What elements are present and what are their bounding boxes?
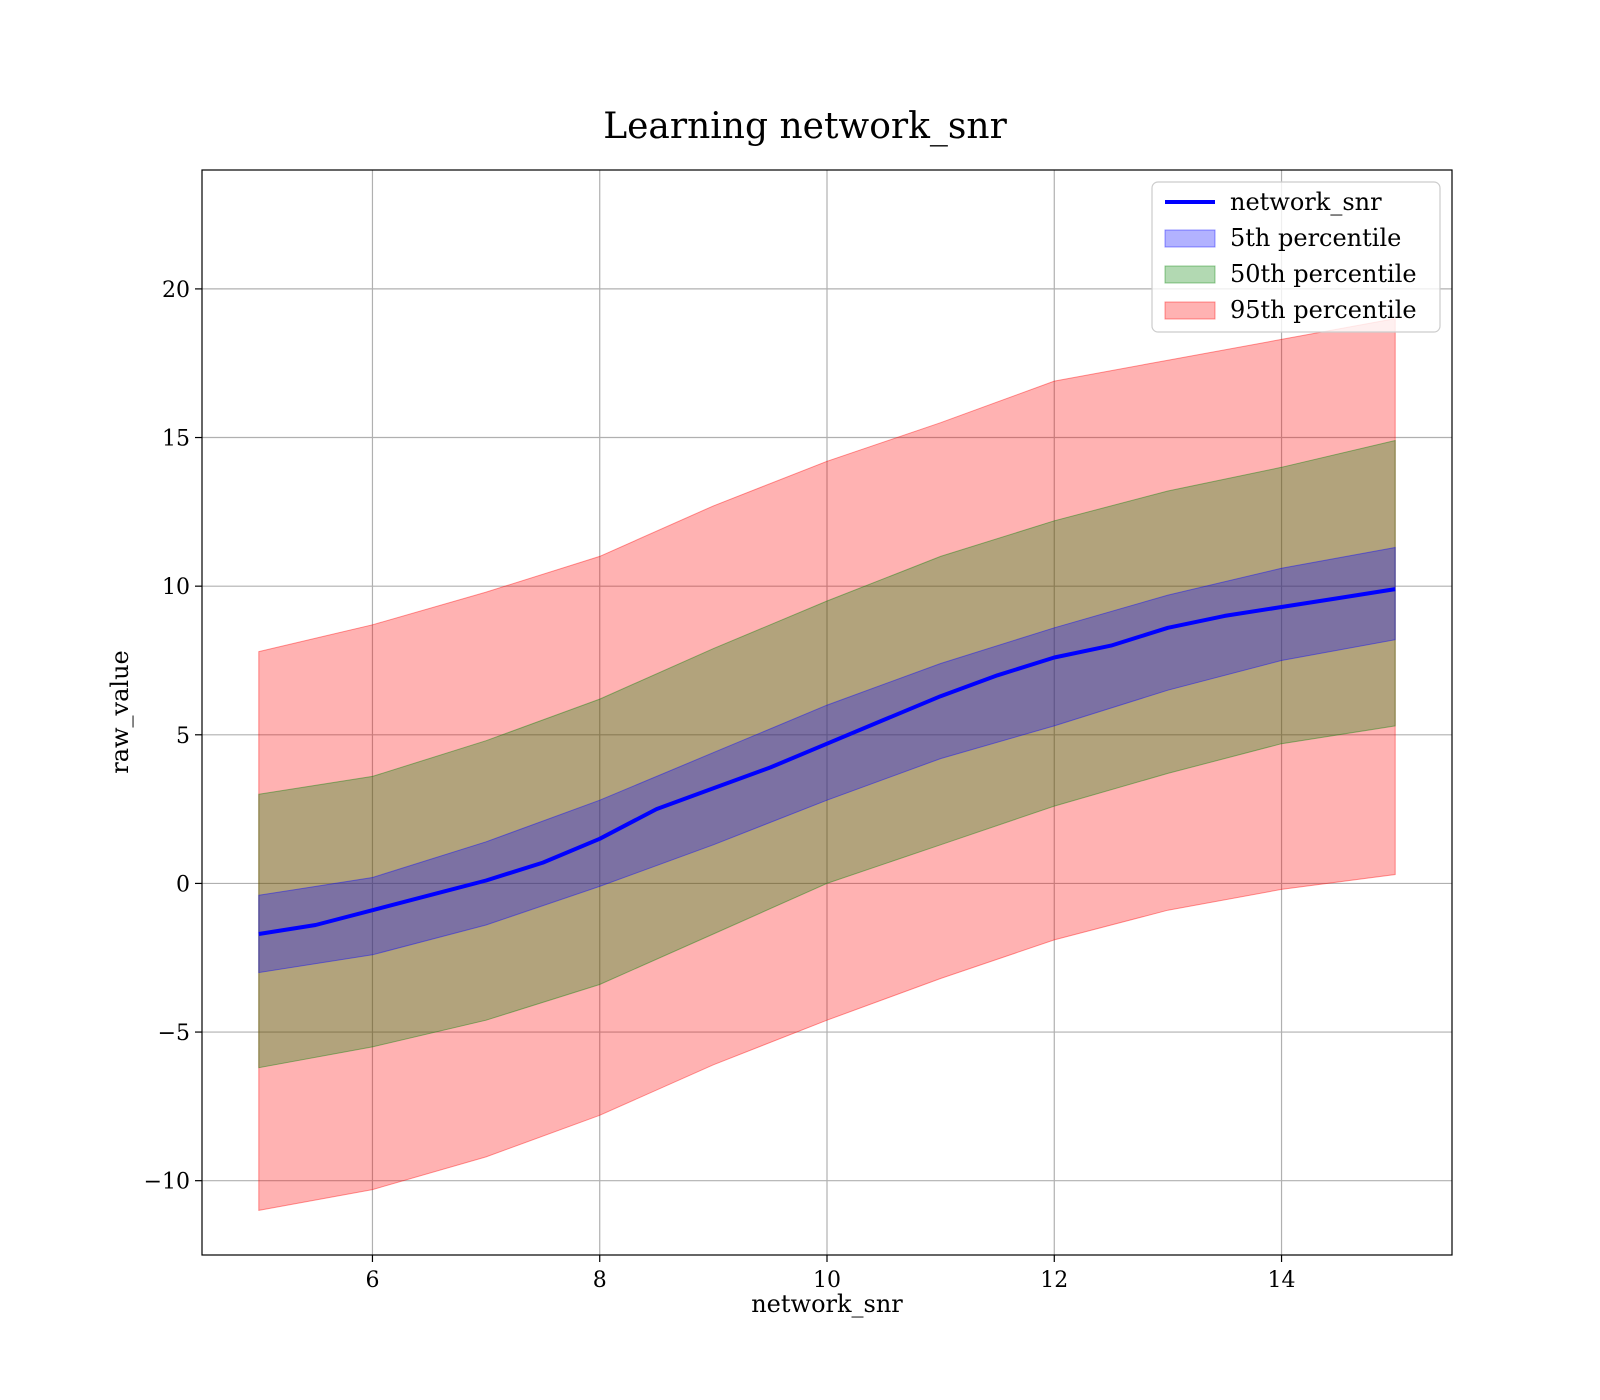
legend-label: 50th percentile [1230, 260, 1417, 288]
band-50th-percentile [258, 439, 1396, 1069]
y-tick-label: −5 [158, 1021, 190, 1046]
y-tick-label: 15 [162, 427, 190, 452]
band-95th-percentile [258, 318, 1396, 1211]
percentile-bands [258, 318, 1396, 1211]
legend-swatch [1164, 229, 1216, 248]
x-tick-label: 12 [1040, 1268, 1068, 1293]
legend-label: 5th percentile [1230, 224, 1401, 252]
x-tick-label: 10 [813, 1268, 841, 1293]
legend-label: network_snr [1230, 188, 1382, 216]
y-tick-label: −10 [144, 1170, 190, 1195]
legend-swatch [1164, 265, 1216, 284]
legend-label: 95th percentile [1230, 296, 1417, 324]
band-5th-percentile [258, 546, 1396, 974]
series-lines [258, 587, 1396, 936]
y-axis-label: raw_value [106, 650, 134, 774]
legend-box [1151, 181, 1441, 333]
legend-swatch [1164, 301, 1216, 320]
y-tick-label: 0 [176, 872, 190, 897]
x-tick-label: 14 [1268, 1268, 1296, 1293]
y-tick-label: 10 [162, 575, 190, 600]
legend: network_snr 5th percentile 50th percentile… [1151, 181, 1441, 333]
y-tick-label: 20 [162, 278, 190, 303]
x-tick-label: 6 [365, 1268, 379, 1293]
x-axis-ticks: 6 8 10 12 14 [365, 1255, 1296, 1293]
x-tick-label: 8 [593, 1268, 607, 1293]
y-tick-label: 5 [176, 724, 190, 749]
series-line-network_snr [258, 587, 1396, 936]
x-axis-label: network_snr [751, 1290, 903, 1318]
grid [202, 170, 1452, 1255]
y-axis-ticks: −10 −5 0 5 10 15 20 [144, 278, 202, 1195]
chart-title: Learning network_snr [603, 106, 1007, 147]
